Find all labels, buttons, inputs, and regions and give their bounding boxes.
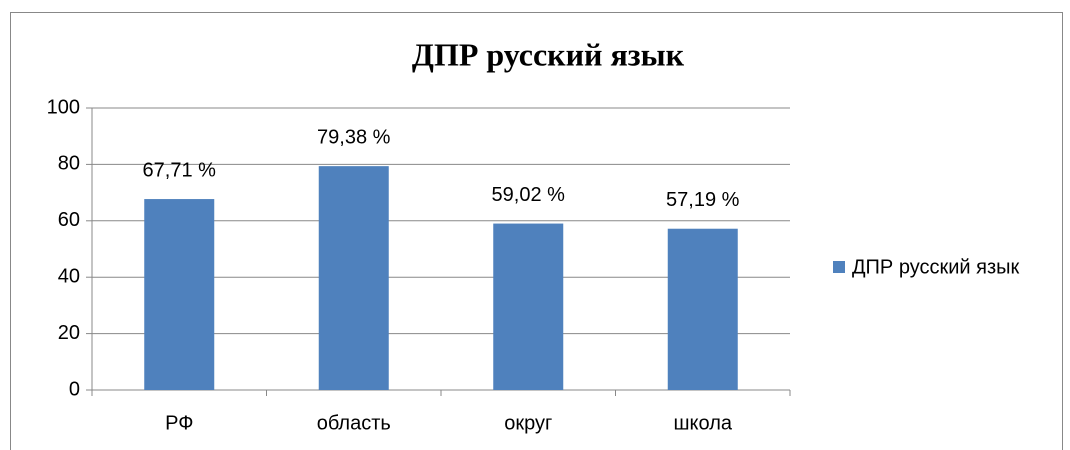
x-tick-label: РФ [165, 412, 193, 434]
value-label: 57,19 % [666, 189, 740, 211]
y-tick-label: 20 [58, 322, 80, 344]
x-tick-label: область [317, 412, 391, 434]
y-tick-label: 60 [58, 209, 80, 231]
bar [318, 166, 389, 390]
y-tick-label: 0 [69, 378, 80, 400]
value-label: 79,38 % [317, 126, 391, 148]
y-tick-label: 80 [58, 153, 80, 175]
bar [667, 228, 738, 390]
bar [493, 223, 564, 390]
legend-label: ДПР русский язык [852, 256, 1020, 278]
bar [144, 199, 215, 390]
x-tick-label: школа [674, 412, 733, 434]
chart-title: ДПР русский язык [412, 36, 685, 72]
y-tick-label: 100 [47, 96, 80, 118]
value-label: 67,71 % [143, 159, 217, 181]
value-label: 59,02 % [492, 184, 566, 206]
legend-swatch [833, 261, 845, 273]
x-tick-label: округ [504, 412, 552, 434]
y-tick-label: 40 [58, 265, 80, 287]
